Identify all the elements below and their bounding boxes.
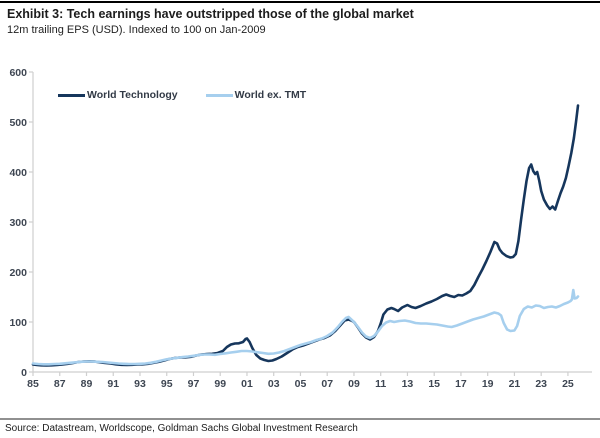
chart-legend: World Technology World ex. TMT xyxy=(58,89,306,101)
y-axis-tick-label: 0 xyxy=(21,367,27,379)
y-axis-tick-label: 200 xyxy=(9,267,27,279)
legend-item-world-technology: World Technology xyxy=(58,89,178,101)
y-axis-tick-label: 500 xyxy=(9,117,27,129)
x-axis-tick-label: 17 xyxy=(455,378,467,390)
x-axis-tick-label: 99 xyxy=(214,378,226,390)
y-axis-tick-label: 300 xyxy=(9,217,27,229)
x-axis-tick-label: 93 xyxy=(134,378,146,390)
x-axis-tick-label: 89 xyxy=(81,378,93,390)
legend-item-world-ex-tmt: World ex. TMT xyxy=(205,89,307,101)
top-border-rule xyxy=(0,1,600,3)
x-axis-tick-label: 11 xyxy=(375,378,386,390)
world-ex-tmt-line-swatch xyxy=(205,93,233,97)
exhibit-subtitle: 12m trailing EPS (USD). Indexed to 100 o… xyxy=(7,24,266,36)
x-axis-tick-label: 03 xyxy=(268,378,280,390)
x-axis-tick-label: 19 xyxy=(482,378,494,390)
x-axis-tick-label: 85 xyxy=(27,378,39,390)
x-axis-tick-label: 97 xyxy=(188,378,200,390)
x-axis-tick-label: 07 xyxy=(321,378,333,390)
world-technology-line-swatch xyxy=(58,93,85,97)
chart-area: 0 100 200 300 400 500 600 85 87 89 91 93 95 97 99 01 03 0… xyxy=(0,58,600,403)
x-axis-tick-label: 91 xyxy=(107,378,119,390)
series-line-world-ex-tmt xyxy=(31,288,580,366)
x-axis-tick-label: 01 xyxy=(241,378,253,390)
x-axis-tick-label: 95 xyxy=(161,378,173,390)
x-axis-tick-label: 15 xyxy=(428,378,440,390)
x-axis-tick-label: 21 xyxy=(509,378,521,390)
y-axis-tick-label: 600 xyxy=(9,67,27,79)
legend-label-world-ex-tmt: World ex. TMT xyxy=(234,89,307,101)
x-axis-tick-label: 09 xyxy=(348,378,360,390)
y-axis-tick-label: 100 xyxy=(9,317,27,329)
x-axis-tick-label: 13 xyxy=(402,378,414,390)
x-axis-tick-label: 87 xyxy=(54,378,66,390)
source-note: Source: Datastream, Worldscope, Goldman … xyxy=(5,423,358,434)
exhibit-title: Exhibit 3: Tech earnings have outstrippe… xyxy=(7,7,414,21)
legend-label-world-technology: World Technology xyxy=(87,89,178,101)
series-line-world-technology xyxy=(31,104,580,367)
y-axis-tick-label: 400 xyxy=(9,167,27,179)
x-axis-tick-label: 05 xyxy=(295,378,307,390)
x-axis-tick-label: 23 xyxy=(535,378,547,390)
x-axis-tick-label: 25 xyxy=(562,378,574,390)
line-chart: 0 100 200 300 400 500 600 85 87 89 91 93 95 97 99 01 03 0… xyxy=(9,67,592,390)
bottom-border-rule xyxy=(0,418,600,420)
